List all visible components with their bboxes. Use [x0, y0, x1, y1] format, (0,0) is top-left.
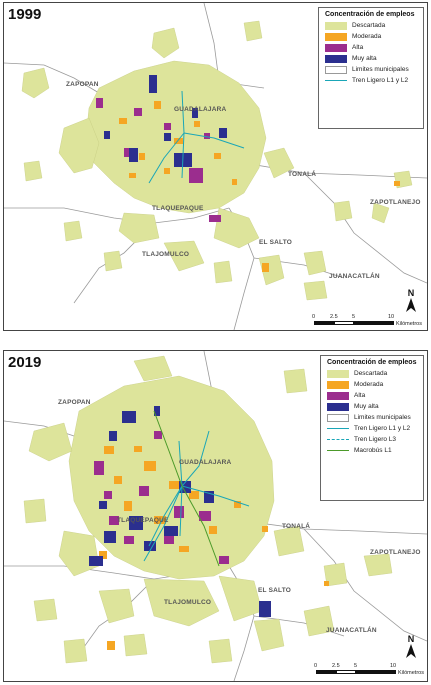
legend-item: Moderada — [321, 379, 423, 390]
legend-item: Muy alta — [321, 401, 423, 412]
place-label: JUANACATLÁN — [326, 627, 377, 634]
moderada-areas — [119, 101, 400, 272]
map-canvas — [4, 351, 427, 681]
scale-tick: 5 — [354, 663, 358, 669]
scale-tick: 2.5 — [330, 314, 338, 320]
scale-unit: Kilómetros — [398, 670, 424, 676]
moderada-areas — [99, 446, 329, 650]
swatch — [325, 21, 347, 30]
place-label: GUADALAJARA — [179, 459, 232, 466]
legend-label: Descartada — [352, 22, 386, 29]
place-label: GUADALAJARA — [174, 106, 227, 113]
map-panel-1999: 1999 ZAPOPAN GUADALAJARA TONALÁ ZAPOTLAN… — [3, 2, 428, 331]
swatch — [325, 43, 347, 52]
macrobus-line — [153, 410, 220, 567]
legend-label: Limites municipales — [354, 414, 411, 421]
place-label: ZAPOTLANEJO — [370, 199, 421, 206]
scale-tick: 10 — [390, 663, 397, 669]
map-panel-2019: 2019 ZAPOPAN GUADALAJARA TONALÁ ZAPOTLAN… — [3, 350, 428, 682]
legend-label: Alta — [354, 392, 366, 399]
place-label: TLAQUEPAQUE — [152, 205, 204, 212]
place-label: JUANACATLÁN — [329, 273, 380, 280]
place-label: TONALÁ — [282, 523, 311, 530]
legend-label: Tren Ligero L1 y L2 — [352, 77, 409, 84]
scale-bar — [316, 670, 396, 674]
alta-areas — [94, 431, 229, 564]
swatch — [327, 428, 349, 429]
place-label: EL SALTO — [259, 239, 293, 246]
alta-areas — [96, 98, 221, 222]
place-label: ZAPOPAN — [66, 81, 99, 88]
legend-label: Tren Ligero L3 — [354, 436, 397, 443]
year-title: 1999 — [8, 6, 42, 23]
place-label: TONALÁ — [288, 171, 317, 178]
scale-tick: 2.5 — [332, 663, 340, 669]
swatch — [327, 402, 349, 411]
legend-item: Limites municipales — [321, 412, 423, 423]
tren-ligero-l1-l2 — [148, 90, 245, 184]
scale-tick: 0 — [314, 663, 318, 669]
swatch — [325, 65, 347, 74]
muy-alta-areas — [89, 406, 271, 617]
legend-item: Alta — [319, 42, 423, 53]
swatch — [327, 391, 349, 400]
place-label: ZAPOTLANEJO — [370, 549, 421, 556]
place-label: ZAPOPAN — [58, 399, 91, 406]
legend-label: Alta — [352, 44, 364, 51]
legend-label: Moderada — [354, 381, 384, 388]
place-label: TLAQUEPAQUE — [117, 517, 169, 524]
scale-tick: 10 — [388, 314, 395, 320]
scale-bar — [314, 321, 394, 325]
legend-item: Tren Ligero L3 — [321, 434, 423, 445]
legend-item: Tren Ligero L1 y L2 — [321, 423, 423, 434]
swatch — [325, 54, 347, 63]
north-label: N — [407, 288, 415, 298]
legend-item: Macrobús L1 — [321, 445, 423, 456]
swatch — [327, 380, 349, 389]
legend-item: Moderada — [319, 31, 423, 42]
legend-item: Descartada — [319, 20, 423, 31]
year-title: 2019 — [8, 354, 42, 371]
descartada-areas — [23, 355, 393, 664]
legend-item: Descartada — [321, 368, 423, 379]
legend: Concentración de empleos Descartada Mode… — [320, 355, 424, 501]
legend-label: Moderada — [352, 33, 382, 40]
legend-title: Concentración de empleos — [325, 11, 415, 18]
swatch — [327, 450, 349, 451]
place-label: TLAJOMULCO — [142, 251, 190, 258]
legend-item: Alta — [321, 390, 423, 401]
legend-item: Limites municipales — [319, 64, 423, 75]
north-label: N — [407, 634, 415, 644]
swatch — [325, 32, 347, 41]
legend-label: Muy alta — [354, 403, 379, 410]
scale-tick: 0 — [312, 314, 316, 320]
north-arrow-icon: N — [406, 634, 416, 660]
legend-label: Macrobús L1 — [354, 447, 392, 454]
map-canvas — [4, 3, 427, 330]
legend: Concentración de empleos Descartada Mode… — [318, 7, 424, 129]
north-arrow-icon: N — [406, 288, 416, 314]
swatch — [325, 80, 347, 81]
place-label: EL SALTO — [258, 587, 292, 594]
scale-unit: Kilómetros — [396, 321, 422, 327]
swatch — [327, 369, 349, 378]
place-label: TLAJOMULCO — [164, 599, 212, 606]
legend-label: Limites municipales — [352, 66, 409, 73]
legend-label: Muy alta — [352, 55, 377, 62]
scale-tick: 5 — [352, 314, 356, 320]
legend-item: Tren Ligero L1 y L2 — [319, 75, 423, 86]
swatch — [327, 413, 349, 422]
legend-item: Muy alta — [319, 53, 423, 64]
swatch — [327, 439, 349, 440]
legend-title: Concentración de empleos — [327, 359, 417, 366]
legend-label: Tren Ligero L1 y L2 — [354, 425, 411, 432]
legend-label: Descartada — [354, 370, 388, 377]
